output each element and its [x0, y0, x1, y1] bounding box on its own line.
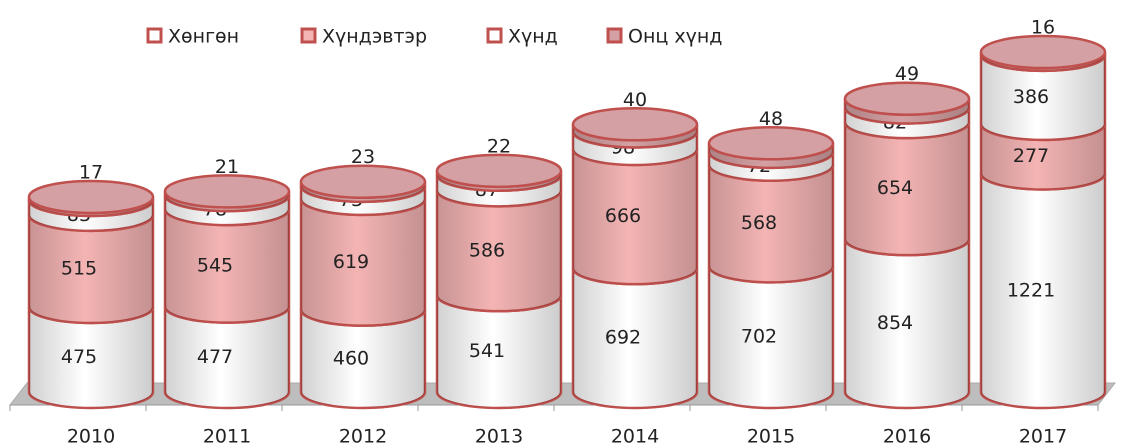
value-label: 666 [605, 205, 641, 227]
legend-swatch [300, 27, 317, 44]
legend-label: Хүнд [508, 26, 558, 48]
shading [165, 195, 289, 226]
value-label: 48 [759, 108, 783, 130]
bar-top [299, 164, 427, 199]
value-label: 23 [351, 146, 375, 168]
shading [437, 174, 561, 207]
value-label: 692 [605, 327, 641, 349]
bar-top [163, 174, 291, 209]
shading [29, 307, 153, 408]
shading [709, 164, 833, 283]
shading [437, 295, 561, 408]
shading [573, 148, 697, 285]
bar-top [843, 81, 971, 116]
value-label: 568 [741, 212, 777, 234]
value-label: 1221 [1007, 279, 1055, 301]
legend-label: Онц хүнд [628, 26, 722, 48]
legend-label: Хүндэвтэр [322, 26, 427, 48]
value-label: 702 [741, 326, 777, 348]
value-label: 477 [197, 346, 233, 368]
x-tick-label: 2016 [883, 426, 931, 447]
shading [300, 198, 425, 326]
value-label: 386 [1013, 86, 1049, 108]
shading [981, 123, 1105, 190]
shading [845, 107, 969, 139]
shading [709, 143, 833, 168]
bar-top [27, 179, 155, 215]
value-label: 545 [197, 254, 233, 276]
shading [981, 54, 1105, 140]
shading [300, 309, 425, 408]
shading [29, 214, 153, 323]
x-tick-label: 2015 [747, 426, 795, 447]
x-tick-label: 2010 [67, 426, 115, 447]
x-tick-label: 2013 [475, 426, 523, 447]
shading [845, 98, 969, 124]
value-label: 22 [487, 135, 511, 157]
value-label: 586 [469, 239, 505, 261]
legend-label: Хөнгөн [168, 26, 239, 48]
bar-top [571, 107, 699, 142]
value-label: 541 [469, 340, 505, 362]
shading [709, 266, 833, 408]
shading [573, 268, 697, 408]
value-label: 16 [1031, 17, 1055, 39]
shading [709, 151, 833, 181]
shading [981, 173, 1105, 408]
shading [29, 199, 153, 231]
x-tick-label: 2012 [339, 426, 387, 447]
value-label: 21 [215, 156, 239, 178]
x-tick-label: 2011 [203, 426, 251, 447]
value-label: 654 [877, 177, 913, 199]
legend-swatch [486, 27, 503, 44]
shading [573, 124, 697, 148]
value-label: 619 [333, 251, 369, 273]
value-label: 475 [61, 346, 97, 368]
value-label: 277 [1013, 145, 1049, 167]
shading [845, 122, 969, 256]
value-label: 515 [61, 257, 97, 279]
value-label: 49 [895, 63, 919, 85]
shading [845, 239, 969, 408]
x-tick-label: 2017 [1019, 426, 1067, 447]
shading [300, 185, 425, 215]
shading [165, 209, 289, 323]
value-label: 460 [333, 347, 369, 369]
legend-swatch [146, 27, 163, 44]
value-label: 40 [623, 89, 647, 111]
bar-top [979, 34, 1107, 70]
value-label: 854 [877, 312, 913, 334]
legend-swatch [606, 27, 623, 44]
x-tick-label: 2014 [611, 426, 659, 447]
bar-top [435, 153, 563, 189]
value-label: 17 [79, 161, 103, 183]
shading [165, 306, 289, 408]
bar-top [707, 126, 835, 161]
shading [437, 190, 561, 312]
